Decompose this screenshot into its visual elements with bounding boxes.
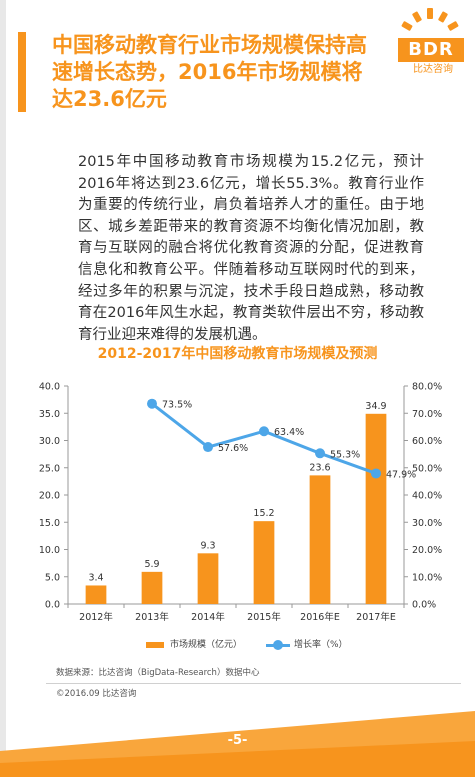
bar-4 [309,475,331,604]
left-tick-label: 40.0 [39,382,60,393]
x-tick-label: 2012年 [79,611,113,623]
growth-point-3 [259,426,269,437]
right-tick-label: 20.0% [412,545,442,556]
x-tick-label: 2014年 [191,611,225,623]
x-tick-label: 2017年E [356,611,396,623]
growth-point-1 [147,398,157,409]
left-tick-label: 0.0 [45,600,60,611]
legend-item-bar: 市场规模（亿元） [146,637,242,653]
bar-3 [253,521,275,604]
right-tick-label: 0.0% [412,600,436,611]
right-tick-label: 80.0% [412,382,442,393]
bdr-logo-icon [401,8,459,31]
logo-text: BDR [398,38,464,62]
x-tick-label: 2013年 [135,611,169,623]
left-tick-label: 35.0 [39,409,60,420]
growth-point-4 [315,448,325,459]
right-tick-label: 40.0% [412,491,442,502]
left-tick-label: 20.0 [39,491,60,502]
bar-2 [197,553,219,604]
bar-data-label: 15.2 [253,508,274,519]
growth-point-2 [203,442,213,453]
copyright-text: ©2016.09 比达咨询 [56,689,137,699]
bar-1 [141,571,163,604]
chart-legend: 市场规模（亿元） 增长率（%） [0,637,475,653]
growth-data-label: 57.6% [218,443,248,454]
legend-line-label: 增长率（%） [294,640,348,650]
right-tick-label: 60.0% [412,436,442,447]
chart-title: 2012-2017年中国移动教育市场规模及预测 [97,346,378,362]
bar-data-label: 5.9 [144,559,159,570]
source-divider [46,683,461,684]
legend-bar-label: 市场规模（亿元） [170,640,243,650]
bar-5 [365,413,387,604]
title-accent-bar [18,32,26,112]
left-tick-label: 10.0 [39,545,60,556]
growth-data-label: 47.9% [386,469,416,480]
growth-data-label: 73.5% [162,400,192,411]
right-tick-label: 10.0% [412,572,442,583]
left-edge-bar [0,0,6,777]
left-tick-label: 25.0 [39,463,60,474]
left-tick-label: 5.0 [45,572,60,583]
x-tick-label: 2015年 [247,611,281,623]
growth-data-label: 55.3% [330,449,360,460]
left-tick-label: 15.0 [39,518,60,529]
page-title: 中国移动教育行业市场规模保持高速增长态势，2016年市场规模将达23.6亿元 [52,33,367,111]
page-number: -5- [227,733,248,748]
bar-data-label: 23.6 [309,462,330,473]
footer-band [0,711,475,777]
bar-data-label: 34.9 [365,401,386,412]
right-tick-label: 50.0% [412,463,442,474]
x-tick-label: 2016年E [300,611,340,623]
logo-subtitle: 比达咨询 [413,64,453,75]
right-tick-label: 30.0% [412,518,442,529]
combo-chart: 0.0 5.0 10.0 15.0 20.0 25.0 30.0 35.0 40.0 0.0% 10… [39,382,442,624]
bar-data-label: 3.4 [88,572,103,583]
growth-point-5 [371,468,381,479]
legend-item-line: 增长率（%） [266,637,348,653]
body-paragraph: 2015年中国移动教育市场规模为15.2亿元，预计2016年将达到23.6亿元，… [78,154,424,343]
bar-0 [85,585,107,604]
growth-data-label: 63.4% [274,427,304,438]
bar-data-label: 9.3 [200,540,215,551]
right-tick-label: 70.0% [412,409,442,420]
source-note: 数据来源：比达咨询（BigData-Research）数据中心 [56,668,260,678]
growth-rate-line [151,402,377,475]
legend-line-marker [273,640,283,650]
left-tick-label: 30.0 [39,436,60,447]
legend-bar-swatch [146,642,164,648]
